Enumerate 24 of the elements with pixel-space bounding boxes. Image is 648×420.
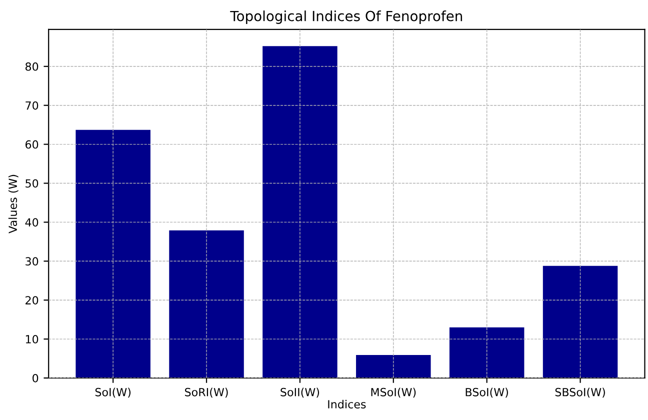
bar <box>449 327 524 378</box>
x-tick-label: SoRI(W) <box>184 388 228 398</box>
y-tick-label: 30 <box>26 257 38 266</box>
x-tick-label: SBSoI(W) <box>555 388 605 398</box>
y-tick-label: 20 <box>26 296 38 304</box>
x-tick-label: SoII(W) <box>280 388 320 398</box>
chart-title: Topological Indices Of Fenoprofen <box>230 10 462 24</box>
x-tick-label: BSoI(W) <box>466 388 508 398</box>
bar <box>542 266 618 378</box>
y-tick-label: 50 <box>26 179 38 188</box>
y-tick-label: 40 <box>25 218 38 227</box>
bar <box>356 355 431 378</box>
y-tick-label: 0 <box>32 374 38 382</box>
bar <box>262 46 338 378</box>
y-tick-label: 60 <box>26 140 38 149</box>
x-axis-title: Indices <box>328 400 366 408</box>
y-axis-title: Values (W) <box>8 174 18 234</box>
x-tick-label: SoI(W) <box>95 388 131 398</box>
y-tick-label: 10 <box>26 335 38 344</box>
x-tick-label: MSoI(W) <box>371 388 416 398</box>
y-tick-label: 70 <box>26 101 38 110</box>
y-tick-label: 80 <box>25 62 38 71</box>
bar <box>76 130 150 378</box>
bar <box>169 230 244 378</box>
